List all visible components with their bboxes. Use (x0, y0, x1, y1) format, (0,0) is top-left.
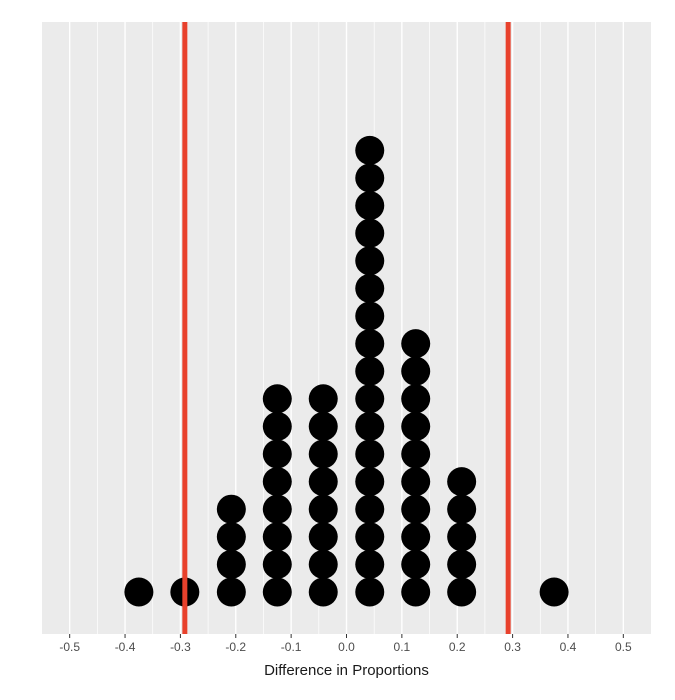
dot (355, 356, 385, 386)
x-tick-label: -0.3 (170, 640, 191, 654)
dot (447, 467, 477, 497)
dot (262, 411, 292, 441)
dot (355, 522, 385, 552)
dot (308, 494, 338, 524)
x-tick-label: 0.0 (338, 640, 355, 654)
dot (262, 494, 292, 524)
dot (401, 522, 431, 552)
dot (401, 384, 431, 414)
x-tick-label: 0.1 (394, 640, 411, 654)
reference-lines (182, 22, 511, 634)
x-tick-label: -0.2 (225, 640, 246, 654)
dot (447, 577, 477, 607)
x-tick-label: 0.3 (504, 640, 521, 654)
dot (355, 301, 385, 331)
x-tick-label: -0.1 (281, 640, 302, 654)
dot (216, 577, 246, 607)
dot (539, 577, 569, 607)
dot (308, 522, 338, 552)
dot (401, 577, 431, 607)
dot (401, 439, 431, 469)
dot (308, 384, 338, 414)
x-tick-label: 0.2 (449, 640, 466, 654)
dot (216, 522, 246, 552)
dot (355, 384, 385, 414)
dot (401, 356, 431, 386)
dot (216, 494, 246, 524)
dot (355, 439, 385, 469)
dot (308, 411, 338, 441)
dot (308, 439, 338, 469)
dot (124, 577, 154, 607)
dot (308, 549, 338, 579)
x-tick-label: 0.5 (615, 640, 632, 654)
x-tick-label: -0.5 (59, 640, 80, 654)
dot (447, 494, 477, 524)
dot (355, 273, 385, 303)
dot (447, 522, 477, 552)
dot (355, 218, 385, 248)
dot (401, 467, 431, 497)
x-axis-title: Difference in Proportions (264, 662, 429, 679)
dot (262, 384, 292, 414)
dot (355, 135, 385, 165)
dot (401, 411, 431, 441)
x-tick-label: -0.4 (115, 640, 136, 654)
dot (355, 246, 385, 276)
dot (262, 467, 292, 497)
dot (308, 577, 338, 607)
dot (447, 549, 477, 579)
x-tick-label: 0.4 (560, 640, 577, 654)
dot (216, 549, 246, 579)
dot (401, 549, 431, 579)
dot (355, 163, 385, 193)
dot (355, 329, 385, 359)
dot (355, 549, 385, 579)
dot (355, 494, 385, 524)
dot (401, 329, 431, 359)
dot (262, 549, 292, 579)
dot (355, 411, 385, 441)
dot (262, 522, 292, 552)
dot (355, 467, 385, 497)
dot (401, 494, 431, 524)
dot (262, 439, 292, 469)
dot (308, 467, 338, 497)
grid-lines (68, 22, 625, 634)
x-axis-ticks: -0.5 -0.4 -0.3 -0.2 -0.1 0.0 0.1 0.2 0.3 0.4 0.5 (59, 634, 632, 654)
dots-layer (124, 135, 569, 607)
dot (355, 577, 385, 607)
dot (262, 577, 292, 607)
dot (355, 191, 385, 221)
